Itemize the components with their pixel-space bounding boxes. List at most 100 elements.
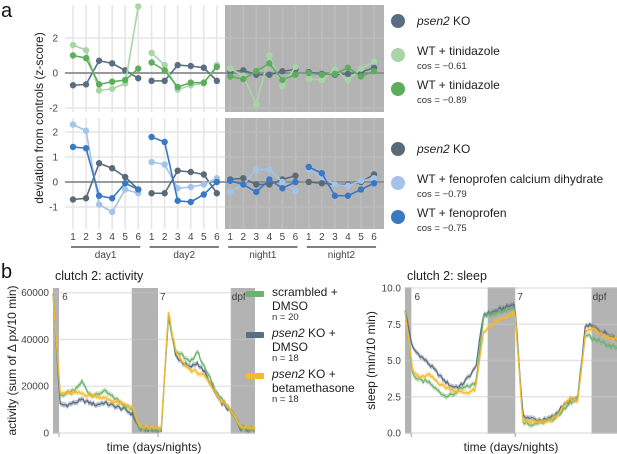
data-point [69, 196, 77, 203]
data-point [331, 192, 339, 199]
data-point [161, 161, 168, 168]
y-tick-label: 20000 [21, 382, 49, 393]
y-tick-label: 0 [52, 69, 58, 80]
legend-italic: psen2 [271, 367, 305, 381]
data-point [108, 78, 116, 85]
data-point [82, 145, 90, 152]
panel-a-ylabel: deviation from controls (z-score) [32, 32, 46, 203]
legend-label: WT + fenoprofen [417, 206, 507, 220]
data-point [318, 170, 326, 177]
legend-label-italic: psen2 [416, 14, 450, 28]
series-3 [69, 133, 378, 206]
legend-label: WT + tinidazole [417, 78, 500, 92]
legend-swatch [246, 291, 264, 297]
night-shading [225, 5, 384, 112]
data-point [370, 68, 378, 75]
legend-label-text: KO [450, 142, 471, 156]
window-label: day1 [95, 250, 117, 261]
data-point [161, 67, 168, 74]
x-tick-label: 5 [358, 232, 364, 243]
data-point [344, 64, 352, 71]
y-tick-label: -1 [49, 203, 58, 214]
x-tick-label: 5 [122, 232, 128, 243]
y-tick-label: 2 [52, 34, 58, 45]
x-tick-label: 2 [319, 232, 325, 243]
data-point [370, 58, 378, 65]
legend-line-1: psen2 KO + [271, 326, 336, 340]
y-tick-label: 5.0 [387, 356, 401, 367]
data-point [318, 76, 326, 84]
data-point [148, 49, 155, 57]
data-point [227, 73, 234, 80]
y-tick-label: 0 [52, 178, 58, 189]
window-label: night2 [328, 250, 356, 261]
legend-swatch [391, 82, 405, 96]
data-point [370, 180, 378, 187]
data-point [135, 186, 142, 193]
data-point [357, 177, 365, 184]
data-point [279, 82, 286, 90]
legend-swatch [391, 142, 405, 156]
data-point [95, 81, 103, 88]
data-point [227, 188, 234, 196]
data-point [213, 178, 221, 186]
panel-a-plots: -2 0 2 -1 0 1 2 [49, 3, 384, 229]
y-tick-label: 0 [43, 429, 49, 440]
x-axis-title: time (days/nights) [464, 440, 559, 454]
data-point [174, 61, 181, 69]
data-point [95, 201, 103, 208]
data-point [95, 160, 103, 167]
data-point [148, 59, 155, 66]
data-point [357, 73, 365, 80]
data-point [331, 70, 339, 78]
data-point [108, 208, 116, 216]
night-shading [131, 288, 159, 433]
data-point [69, 82, 77, 89]
data-point [266, 71, 273, 78]
legend-label-text: WT + tinidazole [417, 44, 500, 58]
data-point [292, 71, 299, 78]
data-point [279, 68, 286, 75]
x-tick-label: 1 [306, 232, 312, 243]
data-point [253, 68, 260, 75]
panel-letter-a: a [1, 0, 13, 22]
data-point [292, 63, 299, 71]
legend-swatch [246, 373, 264, 379]
data-point [174, 185, 181, 192]
data-point [279, 76, 286, 84]
data-point [95, 57, 103, 64]
data-point [82, 54, 90, 62]
data-point [187, 62, 194, 70]
data-point [266, 52, 273, 59]
data-point [82, 81, 90, 88]
data-point [148, 190, 155, 197]
data-point [187, 183, 194, 191]
x-tick-label: 3 [254, 232, 260, 243]
data-point [108, 60, 116, 67]
x-tick-label: 4 [345, 232, 351, 243]
data-point [305, 75, 312, 83]
legend-label: psen2 KO [416, 142, 470, 156]
data-point [135, 75, 142, 82]
legend-line-2: DMSO [272, 340, 308, 354]
legend-n: n = 18 [272, 353, 299, 364]
legend-swatch [391, 210, 405, 224]
data-point [69, 121, 77, 128]
activity-plot: clutch 2: activity 0 20000 40000 60000 6 7 dpf t… [5, 269, 256, 454]
legend-line-2: betamethasone [272, 381, 355, 395]
legend-swatch [391, 176, 405, 190]
data-point [148, 158, 155, 166]
x-tick-label: 2 [162, 232, 168, 243]
data-point [240, 75, 247, 83]
chart-title: clutch 2: activity [55, 269, 144, 283]
series-1 [69, 160, 378, 203]
data-point [174, 83, 181, 91]
x-tick-label: 3 [332, 232, 338, 243]
legend-line-2: DMSO [272, 299, 308, 313]
x-tick-label: 2 [240, 232, 246, 243]
series-line [404, 310, 617, 425]
